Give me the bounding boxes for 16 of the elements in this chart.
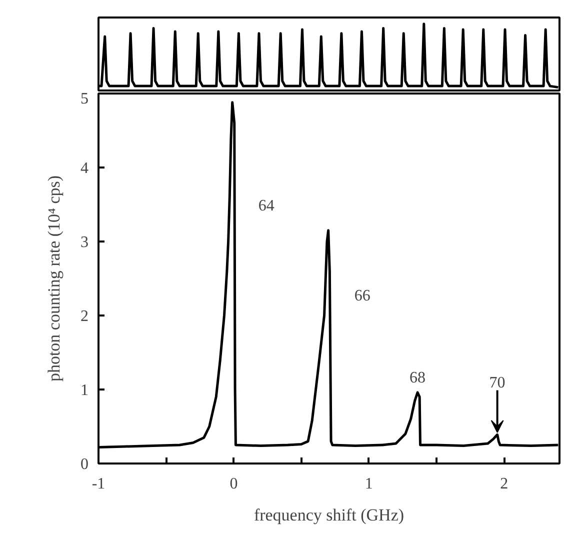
x-axis-title: frequency shift (GHz) <box>254 506 404 524</box>
y-tick-label: 0 <box>80 456 88 473</box>
x-tick-label: 0 <box>230 476 238 492</box>
y-tick-label: 3 <box>80 234 88 251</box>
annotation: 66 <box>354 287 370 304</box>
x-tick-label: -1 <box>92 476 106 492</box>
y-tick-label: 2 <box>80 308 88 325</box>
x-tick-label: 2 <box>500 476 508 492</box>
x-tick-label: 1 <box>364 476 373 492</box>
annotation: 68 <box>410 369 426 386</box>
y-tick-label: 1 <box>80 382 88 399</box>
y-tick-label: 5 <box>80 90 88 108</box>
annotation: 64 <box>258 198 274 215</box>
y-tick-label: 4 <box>80 160 88 177</box>
y-axis-title: photon counting rate (10⁴ cps) <box>44 175 64 382</box>
annotation: 70 <box>489 374 506 392</box>
